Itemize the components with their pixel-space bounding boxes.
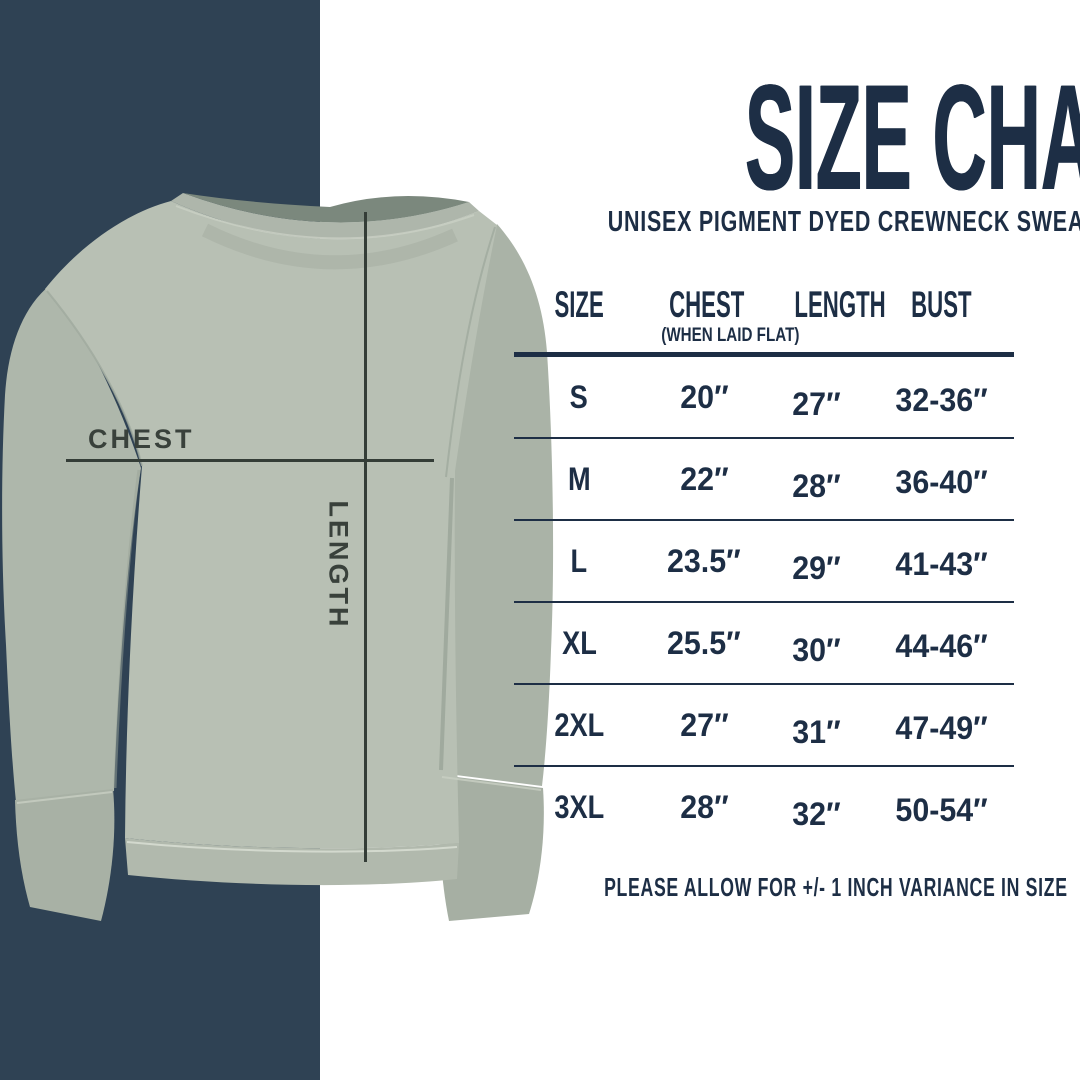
column-header-size: SIZE (554, 284, 604, 325)
cell-chest: 27″ (679, 706, 729, 743)
cell-bust: 36-40″ (895, 463, 988, 500)
cell-bust: 47-49″ (895, 709, 988, 746)
cell-bust: 32-36″ (895, 381, 988, 418)
cell-length: 31″ (792, 713, 841, 750)
sweatshirt-illustration (2, 193, 554, 921)
table-row: L 23.5″ 29″ 41-43″ (514, 519, 1014, 601)
size-table-body: S 20″ 27″ 32-36″ M 22″ 28″ 36-40″ L 23.5… (514, 357, 1014, 847)
cell-chest: 25.5″ (667, 624, 741, 661)
column-header-length: LENGTH (794, 284, 886, 325)
cell-size: S (569, 378, 589, 415)
cell-bust: 41-43″ (895, 545, 988, 582)
cell-size: L (570, 542, 588, 579)
size-table: SIZE CHEST (WHEN LAID FLAT) LENGTH BUST … (514, 278, 1014, 847)
size-table-header: SIZE CHEST (WHEN LAID FLAT) LENGTH BUST (514, 278, 1014, 345)
cell-length: 32″ (792, 795, 841, 832)
cell-length: 30″ (792, 631, 841, 668)
table-row: XL 25.5″ 30″ 44-46″ (514, 601, 1014, 683)
cell-chest: 22″ (679, 460, 729, 497)
cell-chest: 20″ (679, 378, 729, 415)
column-header-chest: CHEST (WHEN LAID FLAT) (644, 286, 800, 346)
cell-chest: 28″ (679, 788, 729, 825)
cell-length: 28″ (792, 467, 841, 504)
column-header-bust: BUST (911, 284, 972, 325)
cell-size: XL (561, 624, 597, 661)
chest-subnote: (WHEN LAID FLAT) (661, 325, 800, 346)
cell-bust: 44-46″ (895, 627, 988, 664)
table-row: 2XL 27″ 31″ 47-49″ (514, 683, 1014, 765)
cell-size: 2XL (554, 706, 604, 743)
table-row: S 20″ 27″ 32-36″ (514, 357, 1014, 437)
cell-size: 3XL (554, 788, 604, 825)
page-title-text: SIZE CHART (745, 53, 1080, 221)
sweatshirt-photo (0, 180, 560, 950)
cell-length: 27″ (792, 385, 841, 422)
table-header-rule (514, 352, 1014, 357)
variance-note-text: PLEASE ALLOW FOR +/- 1 INCH VARIANCE IN … (604, 872, 1068, 902)
cell-size: M (567, 460, 591, 497)
page-subtitle: UNISEX PIGMENT DYED CREWNECK SWEATSHIRT (510, 206, 1080, 239)
cell-bust: 50-54″ (895, 791, 988, 828)
variance-note: PLEASE ALLOW FOR +/- 1 INCH VARIANCE IN … (495, 872, 1067, 903)
chest-measure-line (66, 459, 434, 462)
chest-measure-label: CHEST (88, 424, 195, 454)
page-subtitle-text: UNISEX PIGMENT DYED CREWNECK SWEATSHIRT (607, 206, 1080, 238)
page-title: SIZE CHART (520, 62, 1080, 212)
length-measure-line (364, 212, 367, 862)
cell-length: 29″ (792, 549, 841, 586)
table-row: M 22″ 28″ 36-40″ (514, 437, 1014, 519)
table-row: 3XL 28″ 32″ 50-54″ (514, 765, 1014, 847)
length-measure-label: LENGTH (323, 500, 354, 630)
cell-chest: 23.5″ (667, 542, 741, 579)
